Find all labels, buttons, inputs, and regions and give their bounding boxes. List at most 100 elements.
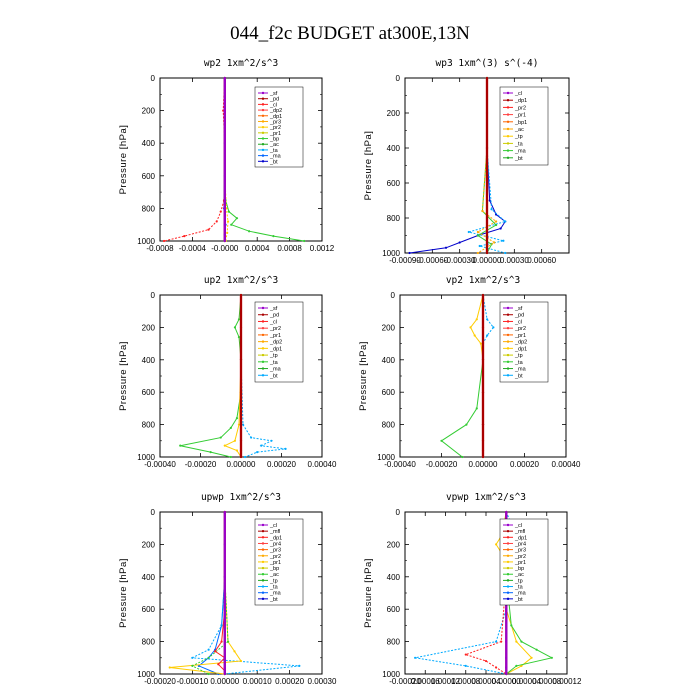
x-tick-label: -0.00020 bbox=[185, 460, 217, 469]
series-marker bbox=[414, 656, 417, 659]
legend-marker bbox=[506, 560, 510, 564]
x-tick-label: -0.0000 bbox=[211, 244, 239, 253]
series-marker bbox=[239, 455, 243, 459]
y-tick-label: 400 bbox=[142, 356, 156, 365]
y-tick-label: 200 bbox=[142, 323, 156, 332]
legend-marker bbox=[506, 106, 510, 109]
y-tick-label: 800 bbox=[387, 214, 401, 223]
legend-marker bbox=[506, 333, 510, 337]
legend-marker bbox=[261, 374, 265, 377]
series-marker bbox=[239, 358, 243, 361]
x-tick-label: 0.00000 bbox=[469, 460, 498, 469]
series-marker bbox=[485, 234, 489, 237]
x-tick-label: 0.00004 bbox=[512, 677, 541, 686]
y-tick-label: 1000 bbox=[137, 453, 155, 462]
x-tick-label: 0.00000 bbox=[492, 677, 521, 686]
legend-marker bbox=[261, 333, 265, 337]
y-tick-label: 0 bbox=[391, 291, 396, 300]
legend-marker bbox=[506, 99, 510, 102]
series-marker bbox=[481, 326, 485, 329]
y-tick-label: 600 bbox=[387, 179, 401, 188]
series-marker bbox=[233, 650, 236, 653]
series-marker bbox=[226, 220, 230, 223]
series-marker bbox=[168, 666, 171, 669]
series-marker bbox=[233, 439, 237, 442]
legend-marker bbox=[261, 548, 265, 551]
legend-marker bbox=[261, 160, 265, 163]
series-marker bbox=[213, 650, 217, 653]
series-marker bbox=[504, 220, 507, 223]
series-line bbox=[180, 294, 242, 458]
legend-label: _pr1 bbox=[269, 333, 281, 339]
series-marker bbox=[505, 666, 508, 669]
legend-label: _pr1 bbox=[514, 560, 526, 566]
series-marker bbox=[284, 447, 287, 450]
legend-label: _dp1 bbox=[514, 535, 527, 541]
legend-label: _bp1 bbox=[514, 120, 527, 126]
series-marker bbox=[220, 624, 223, 627]
x-tick-label: 0.00012 bbox=[431, 677, 460, 686]
y-tick-label: 1000 bbox=[382, 249, 400, 258]
legend-label: _dp1 bbox=[269, 535, 282, 541]
series-marker bbox=[475, 318, 478, 321]
series-marker bbox=[223, 444, 226, 447]
legend-marker bbox=[261, 360, 265, 364]
panel-title: up2 1xm^2/s^3 bbox=[204, 275, 278, 286]
series-marker bbox=[485, 181, 489, 185]
series-marker bbox=[467, 230, 470, 234]
series-marker bbox=[260, 444, 263, 447]
series-marker bbox=[479, 342, 483, 345]
y-axis-label: Pressure [hPa] bbox=[118, 125, 129, 195]
y-tick-label: 800 bbox=[142, 204, 156, 213]
legend-marker bbox=[261, 554, 265, 557]
series-marker bbox=[229, 455, 232, 459]
legend-marker bbox=[506, 127, 510, 131]
series-marker bbox=[458, 241, 461, 244]
x-tick-label: 0.00004 bbox=[472, 677, 501, 686]
series-marker bbox=[298, 664, 301, 668]
series-marker bbox=[490, 208, 493, 211]
legend-label: _cl bbox=[269, 319, 277, 325]
x-tick-label: 0.00000 bbox=[210, 677, 239, 686]
legend-marker bbox=[261, 585, 265, 588]
y-axis-label: Pressure [hPa] bbox=[118, 341, 129, 411]
x-tick-label: 0.00010 bbox=[243, 677, 272, 686]
legend-label: _pr4 bbox=[514, 541, 526, 547]
legend-label: _pd bbox=[269, 97, 279, 103]
legend-label: _mfl bbox=[514, 529, 525, 535]
legend-label: _pr2 bbox=[269, 125, 281, 131]
y-tick-label: 400 bbox=[142, 139, 156, 148]
y-axis-label: Pressure [hPa] bbox=[363, 558, 374, 628]
series-marker bbox=[505, 510, 508, 514]
legend-label: _sf bbox=[269, 306, 278, 312]
legend-marker bbox=[261, 114, 265, 117]
legend-label: _ta bbox=[269, 585, 279, 591]
y-tick-label: 600 bbox=[387, 605, 401, 614]
legend-marker bbox=[506, 120, 510, 124]
y-tick-label: 1000 bbox=[382, 670, 400, 679]
x-tick-label: 0.00020 bbox=[275, 677, 304, 686]
x-tick-label: -0.00090 bbox=[389, 256, 421, 265]
legend-marker bbox=[506, 523, 510, 527]
legend-label: _dp1 bbox=[269, 346, 282, 352]
y-tick-label: 600 bbox=[142, 172, 156, 181]
series-marker bbox=[493, 241, 496, 244]
series-marker bbox=[239, 659, 243, 663]
series-marker bbox=[505, 640, 508, 643]
series-marker bbox=[485, 244, 489, 248]
x-tick-label: 0.00040 bbox=[308, 460, 337, 469]
series-marker bbox=[219, 210, 222, 213]
series-marker bbox=[223, 666, 226, 669]
legend-marker bbox=[261, 597, 265, 601]
legend-label: _bp bbox=[514, 566, 524, 572]
legend-marker bbox=[506, 149, 510, 152]
y-tick-label: 800 bbox=[142, 421, 156, 430]
legend-marker bbox=[506, 536, 510, 539]
legend-label: _ma bbox=[514, 367, 527, 373]
legend-label: _pr2 bbox=[514, 554, 526, 560]
series-marker bbox=[486, 318, 489, 321]
series-marker bbox=[520, 640, 523, 643]
legend-label: _cl bbox=[514, 523, 522, 529]
series-marker bbox=[485, 111, 489, 115]
legend-label: _tp bbox=[514, 353, 523, 359]
